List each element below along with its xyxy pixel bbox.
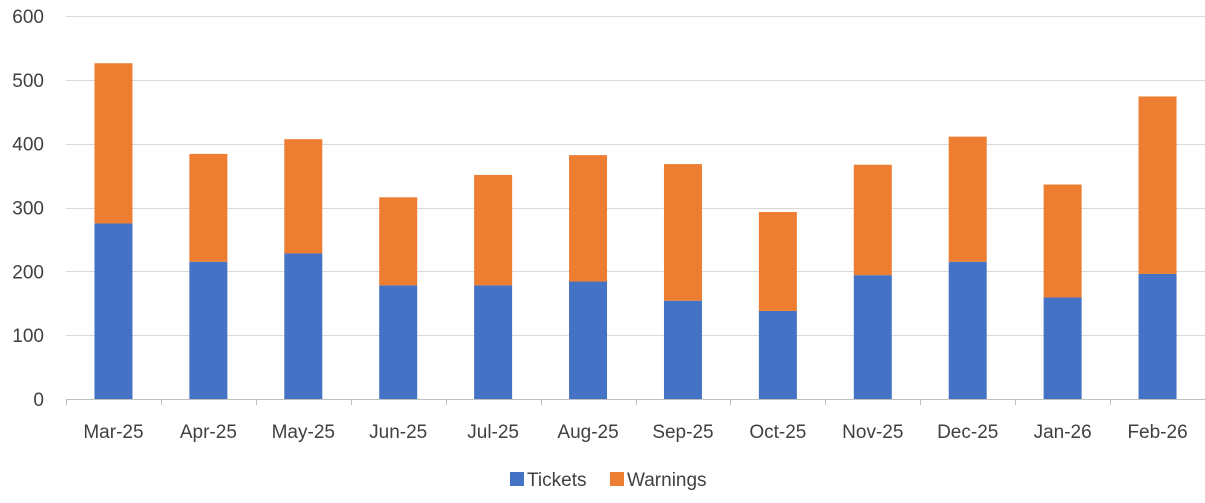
bar-tickets-dec-25 [948, 261, 987, 399]
bar-tickets-jun-25 [379, 285, 418, 399]
bar-warnings-aug-25 [569, 155, 608, 282]
bar-tickets-mar-25 [94, 223, 133, 399]
bar-warnings-mar-25 [94, 63, 133, 224]
x-tick-label: Feb-26 [1127, 422, 1187, 443]
legend-swatch-warnings [610, 472, 624, 486]
x-tick-label: Jul-25 [467, 422, 519, 443]
x-tick-label: Mar-25 [83, 422, 143, 443]
legend: Tickets Warnings [510, 470, 707, 491]
bar-warnings-jul-25 [474, 174, 513, 286]
legend-swatch-tickets [510, 472, 524, 486]
bar-warnings-jun-25 [379, 197, 418, 286]
y-tick-label: 500 [12, 71, 44, 92]
legend-label-tickets: Tickets [527, 470, 586, 491]
bar-warnings-jan-26 [1043, 184, 1082, 298]
y-tick-label: 400 [12, 135, 44, 156]
bar-tickets-nov-25 [853, 275, 892, 399]
bar-tickets-apr-25 [189, 261, 228, 399]
legend-label-warnings: Warnings [627, 470, 707, 491]
bar-warnings-may-25 [284, 139, 323, 254]
bar-tickets-oct-25 [758, 310, 797, 399]
bar-tickets-sep-25 [663, 300, 702, 399]
x-tick-label: May-25 [272, 422, 335, 443]
gridlines [66, 16, 1205, 336]
bar-tickets-jan-26 [1043, 297, 1082, 399]
y-tick-label: 300 [12, 199, 44, 220]
bar-warnings-feb-26 [1138, 96, 1177, 274]
x-tick-label: Oct-25 [749, 422, 806, 443]
bar-tickets-feb-26 [1138, 273, 1177, 399]
bar-warnings-apr-25 [189, 153, 228, 262]
y-tick-label: 100 [12, 326, 44, 347]
x-tick-label: Jun-25 [369, 422, 427, 443]
y-tick-label: 0 [33, 390, 44, 411]
bar-tickets-may-25 [284, 253, 323, 399]
bar-warnings-dec-25 [948, 136, 987, 262]
x-tick-label: Jan-26 [1034, 422, 1092, 443]
x-tick-label: Sep-25 [652, 422, 713, 443]
bar-warnings-nov-25 [853, 164, 892, 276]
y-tick-label: 200 [12, 262, 44, 283]
x-tick-label: Aug-25 [557, 422, 618, 443]
y-tick-label: 600 [12, 7, 44, 28]
x-tick-label: Apr-25 [180, 422, 237, 443]
bars [94, 63, 1177, 399]
bar-tickets-aug-25 [569, 281, 608, 399]
bar-warnings-oct-25 [758, 211, 797, 311]
bar-warnings-sep-25 [663, 164, 702, 301]
x-tick-label: Dec-25 [937, 422, 998, 443]
bar-tickets-jul-25 [474, 285, 513, 399]
x-tick-label: Nov-25 [842, 422, 903, 443]
axes: 0 100 200 300 400 500 600 Mar-25 Apr-25 May-25 Jun… [12, 7, 1205, 443]
